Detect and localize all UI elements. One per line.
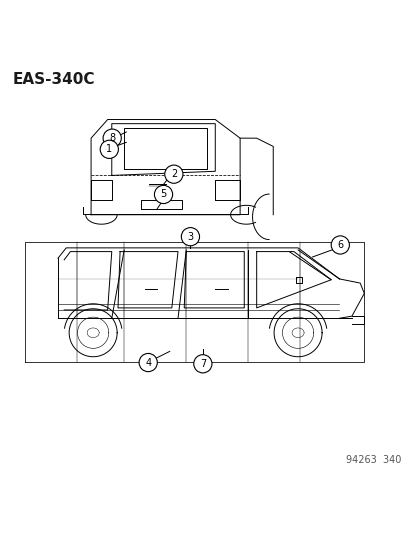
- Text: 94263  340: 94263 340: [345, 455, 401, 465]
- Text: EAS-340C: EAS-340C: [12, 72, 95, 87]
- Text: 2: 2: [170, 169, 177, 179]
- Text: 8: 8: [109, 133, 115, 143]
- Text: 7: 7: [199, 359, 206, 369]
- Text: 4: 4: [145, 358, 151, 368]
- Circle shape: [164, 165, 183, 183]
- Circle shape: [193, 354, 211, 373]
- Circle shape: [154, 185, 172, 204]
- Circle shape: [330, 236, 349, 254]
- Text: 6: 6: [337, 240, 342, 250]
- Text: 3: 3: [187, 232, 193, 241]
- Text: 1: 1: [106, 144, 112, 155]
- Circle shape: [139, 353, 157, 372]
- Circle shape: [103, 129, 121, 147]
- Text: 5: 5: [160, 189, 166, 199]
- Circle shape: [181, 228, 199, 246]
- Circle shape: [100, 140, 118, 158]
